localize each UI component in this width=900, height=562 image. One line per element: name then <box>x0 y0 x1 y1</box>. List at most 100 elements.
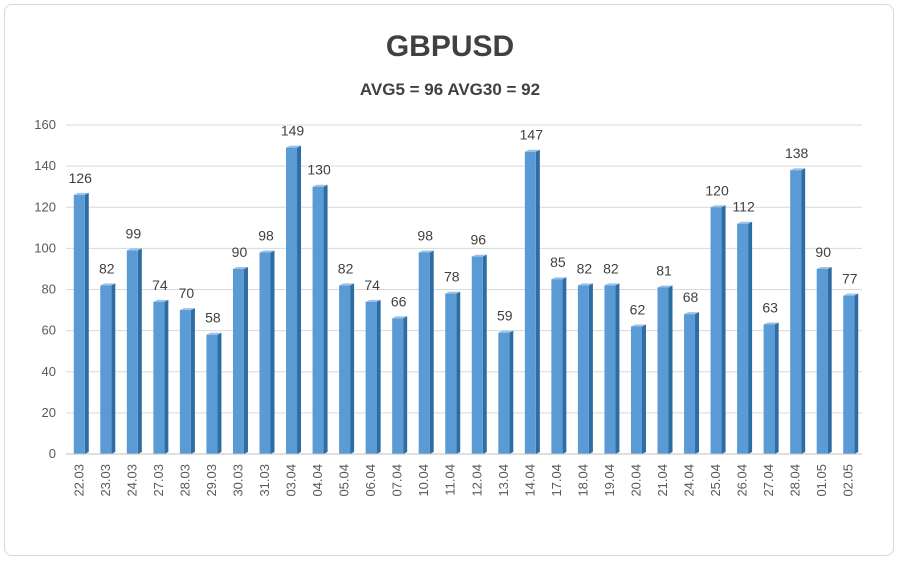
x-tick-label: 18.04 <box>575 464 590 497</box>
x-tick-label: 14.04 <box>522 464 537 497</box>
bar-top <box>100 283 116 286</box>
bar <box>630 326 642 454</box>
bar-top <box>604 283 620 286</box>
bar-side <box>323 184 328 454</box>
bar-side <box>350 283 355 454</box>
bar-side <box>641 324 646 454</box>
bar-side <box>243 266 248 454</box>
bar-top <box>312 184 328 187</box>
bar-top <box>737 221 753 224</box>
data-label: 90 <box>232 244 248 260</box>
bar-side <box>827 266 832 454</box>
data-label: 68 <box>683 289 699 305</box>
bar <box>339 285 351 454</box>
data-label: 70 <box>179 285 195 301</box>
bar-top <box>843 293 859 296</box>
y-tick-label: 20 <box>42 405 56 420</box>
data-label: 74 <box>364 277 380 293</box>
x-tick-label: 20.04 <box>628 464 643 497</box>
bar-side <box>482 254 487 454</box>
x-tick-label: 11.04 <box>443 464 458 496</box>
x-tick-label: 10.04 <box>416 464 431 497</box>
bar-side <box>217 332 222 454</box>
data-label: 85 <box>550 254 566 270</box>
x-tick-label: 19.04 <box>602 464 617 497</box>
x-tick-label: 27.04 <box>761 464 776 497</box>
data-label: 82 <box>338 260 354 276</box>
data-label: 98 <box>258 227 274 243</box>
bar-side <box>588 283 593 454</box>
data-label: 112 <box>732 199 755 215</box>
chart-subtitle: AVG5 = 96 AVG30 = 92 <box>359 80 541 99</box>
bar-top <box>153 299 169 302</box>
y-tick-label: 160 <box>34 117 56 132</box>
bar-side <box>535 149 540 454</box>
x-tick-label: 06.04 <box>363 464 378 497</box>
bar <box>498 332 510 454</box>
bar <box>657 287 669 454</box>
bar-top <box>206 332 222 335</box>
bar <box>604 285 616 454</box>
bar <box>418 252 430 454</box>
bar-top <box>551 277 567 280</box>
data-label: 59 <box>497 308 513 324</box>
bar <box>471 256 483 454</box>
x-tick-label: 25.04 <box>708 464 723 497</box>
bar-side <box>721 205 726 454</box>
bar-side <box>668 285 673 454</box>
x-tick-label: 31.03 <box>257 464 272 497</box>
bar-top <box>259 250 275 253</box>
bar-top <box>126 248 142 251</box>
bar-top <box>498 330 514 333</box>
bar <box>710 207 722 454</box>
bar-side <box>748 221 753 454</box>
bar <box>816 268 828 454</box>
bar-side <box>562 277 567 454</box>
data-label: 81 <box>656 262 672 278</box>
data-label: 147 <box>520 127 544 143</box>
bar-top <box>524 149 540 152</box>
bar <box>524 151 536 454</box>
y-tick-label: 40 <box>42 364 56 379</box>
x-tick-label: 24.04 <box>682 464 697 497</box>
bar-top <box>73 192 89 195</box>
bar <box>763 324 775 454</box>
bar-top <box>816 266 832 269</box>
x-tick-label: 24.03 <box>124 464 139 497</box>
x-tick-label: 07.04 <box>390 464 405 497</box>
y-tick-label: 140 <box>34 158 56 173</box>
bar <box>392 318 404 454</box>
data-label: 63 <box>762 299 778 315</box>
bar-side <box>84 192 89 454</box>
bar <box>577 285 589 454</box>
data-label: 120 <box>705 182 729 198</box>
data-label: 99 <box>126 225 142 241</box>
x-tick-label: 28.04 <box>788 464 803 497</box>
x-tick-label: 23.03 <box>98 464 113 497</box>
bar-top <box>790 168 806 171</box>
bar <box>286 147 298 454</box>
bar-side <box>164 299 169 454</box>
x-tick-label: 04.04 <box>310 464 325 497</box>
bar-top <box>365 299 381 302</box>
bar-top <box>710 205 726 208</box>
bar <box>100 285 112 454</box>
bar <box>790 170 802 455</box>
bar-side <box>801 168 806 455</box>
data-label: 78 <box>444 269 460 285</box>
bar <box>365 301 377 454</box>
bar-side <box>615 283 620 454</box>
data-label: 62 <box>630 302 646 318</box>
data-label: 74 <box>152 277 168 293</box>
bar-top <box>179 308 195 311</box>
bar <box>232 268 244 454</box>
bar-top <box>418 250 434 253</box>
x-tick-label: 21.04 <box>655 464 670 497</box>
bar-side <box>403 316 408 454</box>
bar-top <box>763 322 779 325</box>
bar <box>551 279 563 454</box>
bar-top <box>471 254 487 257</box>
data-label: 138 <box>785 145 809 161</box>
data-label: 98 <box>417 227 433 243</box>
